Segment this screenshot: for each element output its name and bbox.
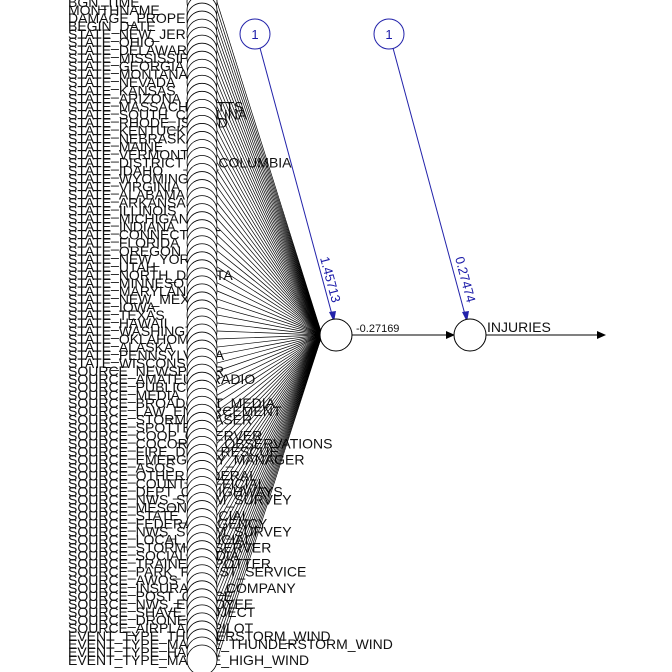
input-nodes — [187, 0, 217, 672]
hidden-node — [320, 319, 352, 351]
bias-hidden-label: 1 — [251, 27, 258, 42]
hidden-output-weight: -0.27169 — [356, 323, 399, 335]
output-node — [454, 319, 486, 351]
bias-hidden-weight: 1.45713 — [317, 255, 344, 304]
input-hidden-edge — [217, 203, 322, 335]
input-hidden-edge — [217, 50, 322, 335]
input-hidden-edge — [217, 195, 322, 335]
input-hidden-edge — [217, 98, 322, 335]
output-arrowhead — [597, 331, 606, 339]
output-label: INJURIES — [487, 319, 551, 335]
bias-output-weight: 0.27474 — [452, 255, 479, 304]
input-hidden-edge — [217, 227, 322, 335]
input-hidden-edge — [217, 18, 322, 335]
input-hidden-edge — [217, 58, 322, 335]
input-hidden-edge — [217, 146, 322, 335]
input-hidden-edge — [217, 335, 322, 443]
input-hidden-edge — [217, 10, 322, 335]
input-hidden-edge — [217, 74, 322, 335]
input-hidden-edge — [217, 90, 322, 335]
bias-output-label: 1 — [385, 27, 392, 42]
input-hidden-edge — [217, 171, 322, 335]
input-hidden-edge — [217, 34, 322, 335]
input-hidden-edge — [217, 114, 322, 335]
input-node — [187, 645, 217, 672]
bias-output-edge — [393, 48, 467, 322]
input-hidden-edge — [217, 66, 322, 335]
